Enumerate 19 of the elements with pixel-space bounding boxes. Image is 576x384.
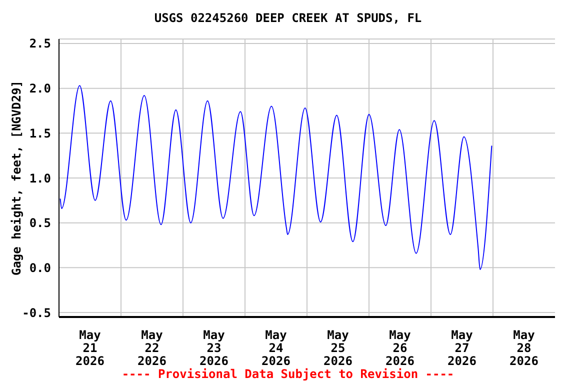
line-series [60,85,492,270]
y-tick-label: 0.5 [29,216,51,230]
text: ---- Provisional Data Subject to Revision ---- [120,367,456,381]
chart-title: USGS 02245260 DEEP CREEK AT SPUDS, FL [153,11,423,25]
x-tick-label: May 25 2026 [324,328,352,368]
x-tick-label: May 26 2026 [386,328,414,368]
y-tick-label: 1.0 [29,171,51,186]
y-tick-label: 0.0 [29,260,51,275]
x-tick-label: May 27 2026 [448,328,476,368]
x-tick-label: May 21 2026 [76,328,104,368]
y-tick-label: 2.0 [29,82,51,96]
x-tick-label: May 24 2026 [262,328,290,368]
y-axis-title: Gage height, feet, [NGVD29] [9,80,24,276]
y-tick-label: 1.5 [29,126,51,140]
x-tick-label: May 22 2026 [138,328,166,368]
x-tick-label: May 23 2026 [200,328,228,368]
y-tick-label: -0.5 [22,306,51,320]
x-tick-label: May 28 2026 [510,328,538,368]
y-tick-label: 2.5 [29,36,51,51]
